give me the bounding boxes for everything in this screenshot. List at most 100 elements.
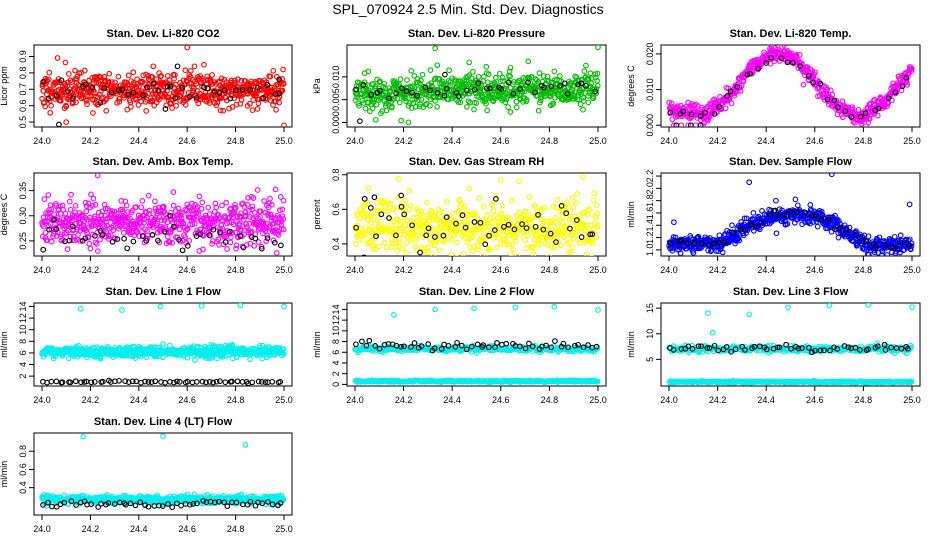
data-point <box>590 197 597 204</box>
data-point <box>145 192 152 199</box>
data-point <box>167 212 174 219</box>
x-tick-label: 24.4 <box>443 265 461 275</box>
data-point <box>371 255 374 256</box>
data-point <box>757 219 764 226</box>
data-point <box>47 109 54 116</box>
data-point <box>66 198 73 205</box>
data-point <box>702 109 708 116</box>
chart-panel-4: Stan. Dev. Amb. Box Temp.degrees C24.0 24… <box>0 156 293 275</box>
data-point <box>83 208 90 215</box>
data-point <box>138 204 145 211</box>
data-point <box>227 95 234 102</box>
y-axis-label: degrees C <box>0 193 9 235</box>
y-tick-label: 10 <box>331 326 341 336</box>
data-point <box>511 226 518 233</box>
data-point <box>401 211 408 218</box>
data-point <box>192 220 198 227</box>
data-point <box>144 84 151 91</box>
data-point <box>255 239 262 245</box>
data-point <box>532 89 538 96</box>
data-point <box>367 108 373 115</box>
data-point <box>280 216 286 222</box>
data-point <box>263 238 270 245</box>
data-point <box>459 84 466 90</box>
data-point <box>557 242 564 249</box>
data-point <box>222 239 229 245</box>
data-point <box>593 202 600 209</box>
data-point <box>460 251 467 256</box>
data-point <box>112 378 118 385</box>
data-point <box>432 234 438 240</box>
data-point <box>744 71 751 78</box>
data-point <box>592 88 599 95</box>
data-point <box>67 206 74 213</box>
data-point <box>101 85 108 91</box>
data-point <box>529 244 536 251</box>
data-point <box>550 100 557 107</box>
data-point <box>584 251 590 256</box>
data-point <box>711 111 718 117</box>
chart-title: Stan. Dev. Li-820 Temp. <box>730 28 852 40</box>
data-point <box>472 209 478 216</box>
data-point <box>474 243 481 250</box>
x-tick-label: 24.6 <box>492 395 510 405</box>
data-point <box>455 93 462 99</box>
data-point <box>514 253 521 256</box>
data-point <box>505 232 512 239</box>
data-point <box>434 62 441 69</box>
data-point <box>560 219 566 226</box>
data-point <box>677 250 684 256</box>
data-point <box>445 96 452 103</box>
data-point <box>213 102 220 109</box>
data-point <box>146 211 152 217</box>
data-point <box>58 231 65 238</box>
data-point <box>857 113 864 120</box>
data-point <box>487 85 493 92</box>
data-point <box>361 70 368 77</box>
data-point <box>205 204 212 211</box>
data-point <box>527 220 533 226</box>
y-axis-label: kPa <box>312 78 322 94</box>
y-axis-label: ml/min <box>0 331 9 358</box>
data-point <box>75 232 81 238</box>
data-point <box>232 205 239 211</box>
data-point <box>585 76 592 82</box>
data-point <box>558 203 565 209</box>
data-point <box>186 237 193 244</box>
data-point <box>57 97 64 104</box>
data-point <box>217 229 223 236</box>
data-point <box>418 77 424 84</box>
data-point <box>742 227 749 234</box>
data-point <box>483 100 489 107</box>
data-point <box>114 236 121 242</box>
data-point <box>505 221 512 228</box>
data-point <box>432 45 439 52</box>
data-point <box>146 207 153 214</box>
data-point <box>132 355 139 361</box>
data-point <box>515 210 522 216</box>
data-point <box>489 219 496 226</box>
data-point <box>158 73 164 79</box>
data-point <box>102 96 109 103</box>
data-point <box>747 70 753 77</box>
data-point <box>372 246 379 253</box>
x-tick-label: 25.0 <box>589 136 607 146</box>
data-point <box>573 228 579 234</box>
data-point <box>217 107 224 114</box>
data-point <box>494 215 501 222</box>
data-point <box>486 255 489 256</box>
data-point <box>252 235 259 242</box>
data-point <box>477 219 484 226</box>
plot-frame <box>660 172 921 257</box>
data-point <box>206 379 213 385</box>
data-point <box>97 99 104 106</box>
data-point <box>502 237 509 244</box>
data-point <box>226 214 233 221</box>
data-point <box>546 253 552 256</box>
data-point <box>232 229 239 236</box>
data-point <box>839 114 846 121</box>
data-point <box>406 100 413 106</box>
x-tick-label: 24.2 <box>395 136 413 146</box>
data-point <box>209 72 215 78</box>
data-point <box>125 91 132 98</box>
